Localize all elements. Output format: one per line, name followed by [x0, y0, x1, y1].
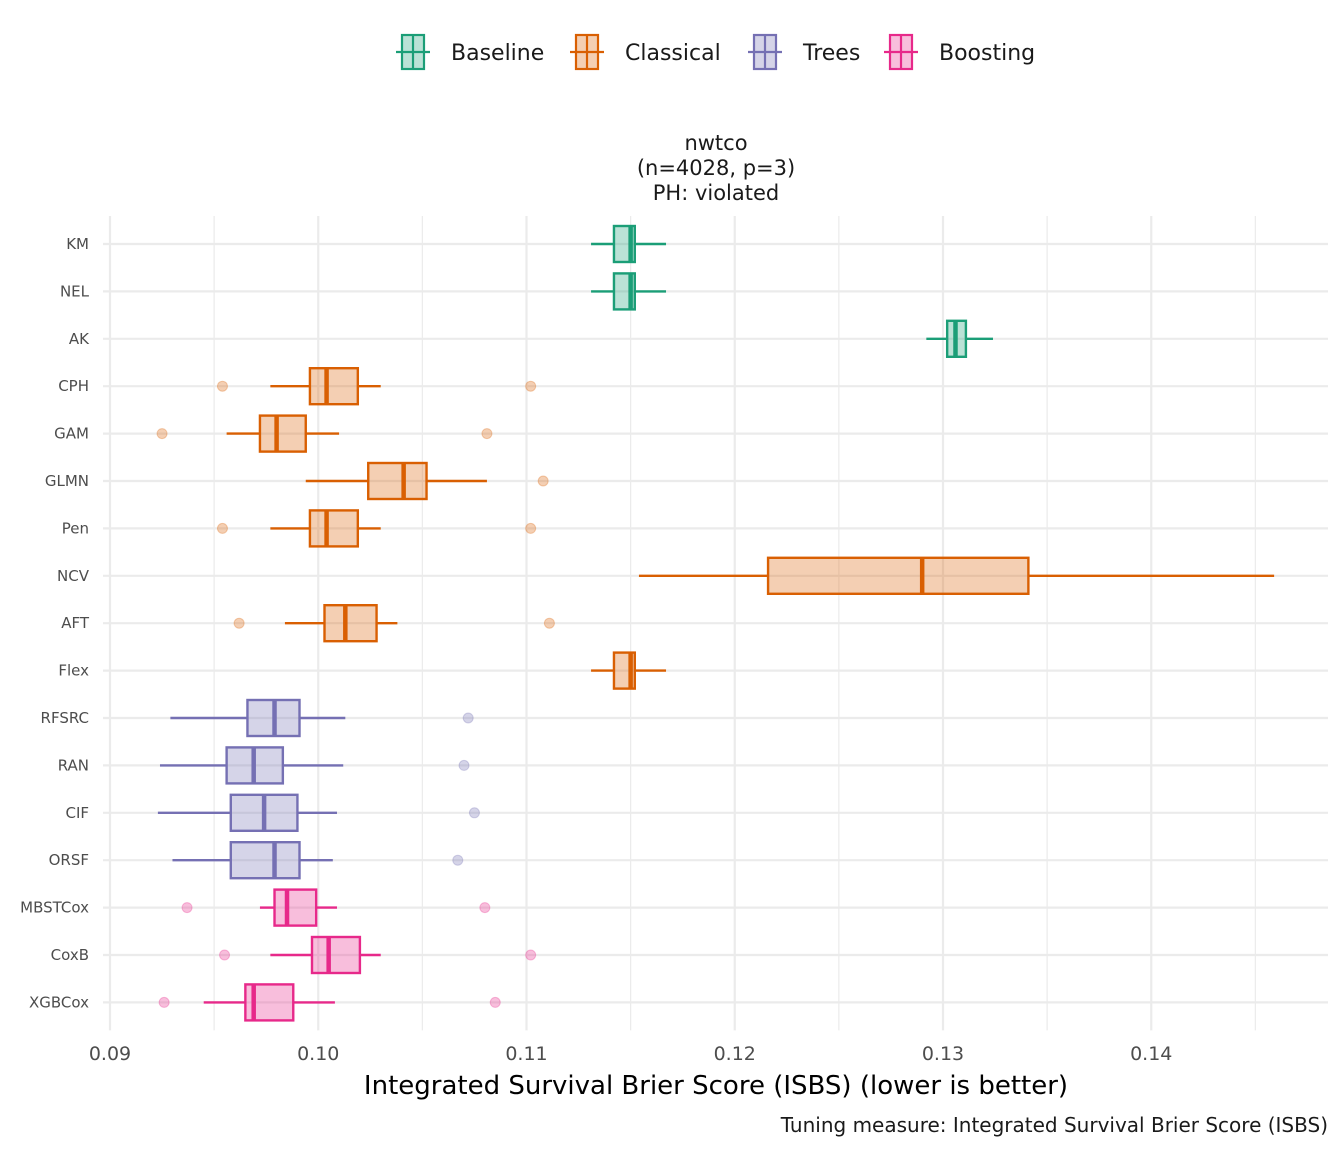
x-tick-label: 0.10 — [297, 1043, 339, 1065]
y-tick-label: MBSTCox — [20, 899, 89, 917]
outlier-point — [481, 428, 493, 440]
y-tick-label: GAM — [54, 425, 89, 443]
caption: Tuning measure: Integrated Survival Brie… — [780, 1113, 1328, 1137]
outlier-point — [233, 617, 245, 629]
x-axis-label: Integrated Survival Brier Score (ISBS) (… — [364, 1071, 1068, 1101]
outlier-point — [458, 759, 470, 771]
grid — [103, 216, 1328, 1031]
x-axis-ticks: 0.09 0.10 0.11 0.12 0.13 0.14 — [89, 1043, 1173, 1065]
box-nel — [591, 272, 667, 311]
legend-item-baseline: Baseline — [396, 33, 544, 71]
x-tick-label: 0.13 — [922, 1043, 964, 1065]
box-iqr — [229, 841, 301, 880]
outlier-point — [219, 949, 231, 961]
outlier-point — [468, 807, 480, 819]
box-rfsrc — [170, 698, 474, 738]
legend: Baseline Classical Trees Boosting — [396, 33, 1035, 71]
outlier-point — [525, 380, 537, 392]
outlier-point — [525, 949, 537, 961]
legend-label: Boosting — [939, 41, 1035, 66]
boxes — [156, 224, 1275, 1022]
x-tick-label: 0.11 — [505, 1043, 547, 1065]
legend-item-trees: Trees — [748, 33, 860, 71]
box-ak — [926, 319, 993, 358]
y-tick-label: Flex — [58, 662, 89, 680]
outlier-point — [537, 475, 549, 487]
box-flex — [591, 651, 667, 690]
outlier-point — [216, 522, 228, 534]
box-ran — [159, 746, 470, 785]
y-tick-label: AFT — [61, 614, 90, 632]
box-mbstcox — [181, 888, 491, 927]
outlier-point — [156, 428, 168, 440]
box-pen — [216, 509, 537, 548]
outlier-point — [181, 902, 193, 914]
outlier-point — [525, 522, 537, 534]
box-iqr — [273, 888, 318, 927]
box-iqr — [367, 461, 428, 501]
panel-title-line-3: PH: violated — [653, 181, 780, 205]
panel-title-line-2: (n=4028, p=3) — [637, 156, 795, 180]
legend-item-classical: Classical — [570, 33, 721, 71]
box-iqr — [310, 935, 362, 975]
outlier-point — [462, 712, 474, 724]
outlier-point — [452, 854, 464, 866]
outlier-point — [158, 996, 170, 1008]
y-tick-label: Pen — [62, 519, 89, 537]
outlier-point — [543, 617, 555, 629]
y-tick-label: NCV — [57, 567, 90, 585]
box-aft — [233, 604, 555, 643]
outlier-point — [479, 902, 491, 914]
box-iqr — [323, 604, 378, 643]
legend-label: Baseline — [451, 41, 544, 66]
x-tick-label: 0.12 — [714, 1043, 756, 1065]
box-gam — [156, 414, 493, 453]
box-xgbcox — [158, 983, 501, 1022]
y-tick-label: CPH — [58, 377, 89, 395]
box-iqr — [258, 414, 307, 453]
box-iqr — [766, 556, 1030, 595]
box-cph — [216, 367, 537, 406]
y-tick-label: NEL — [60, 282, 90, 300]
box-orsf — [172, 841, 464, 880]
y-tick-label: AK — [69, 330, 90, 348]
box-coxb — [219, 935, 537, 975]
x-tick-label: 0.09 — [89, 1043, 131, 1065]
box-km — [591, 224, 667, 264]
y-tick-label: RAN — [58, 756, 89, 774]
outlier-point — [489, 996, 501, 1008]
y-tick-label: RFSRC — [41, 709, 89, 727]
box-cif — [157, 793, 480, 832]
y-tick-label: ORSF — [49, 851, 89, 869]
y-tick-label: KM — [66, 235, 89, 253]
outlier-point — [216, 380, 228, 392]
y-tick-label: CoxB — [51, 946, 89, 964]
x-tick-label: 0.14 — [1130, 1043, 1172, 1065]
legend-label: Trees — [802, 41, 860, 66]
y-tick-label: GLMN — [45, 472, 89, 490]
box-iqr — [308, 509, 360, 548]
box-ncv — [638, 556, 1275, 595]
box-glmn — [305, 461, 549, 501]
legend-label: Classical — [625, 41, 721, 66]
panel-title-line-1: nwtco — [684, 131, 747, 155]
legend-item-boosting: Boosting — [884, 33, 1035, 71]
y-tick-label: XGBCox — [29, 993, 89, 1011]
y-axis-ticks: KM NEL AK CPH GAM GLMN Pen NCV AFT Flex RFSRC RAN CI… — [20, 235, 90, 1011]
y-tick-label: CIF — [65, 804, 89, 822]
box-iqr — [308, 367, 360, 406]
